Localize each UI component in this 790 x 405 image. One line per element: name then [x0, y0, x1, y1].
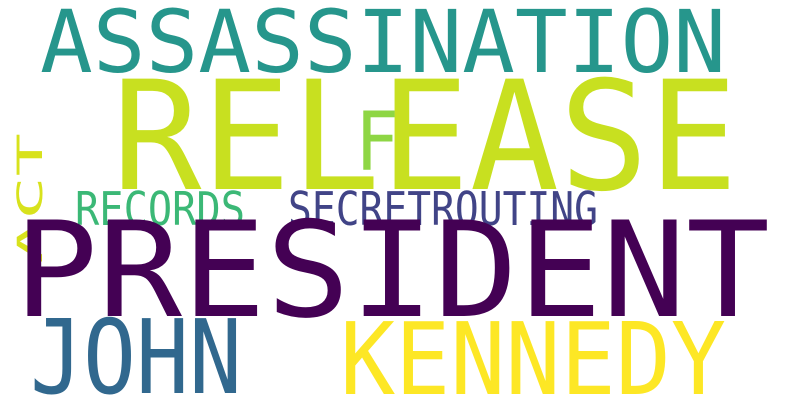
word-president: PRESIDENT: [14, 193, 770, 348]
word-john: JOHN: [30, 298, 242, 405]
word-release: RELEASE: [112, 49, 738, 226]
word-secretrouting: SECRETROUTING: [288, 181, 598, 236]
word-kennedy: KENNEDY: [340, 301, 726, 405]
word-assassination: ASSASSINATION: [40, 0, 726, 93]
word-f: F: [355, 95, 399, 190]
word-records: RECORDS: [75, 181, 245, 236]
